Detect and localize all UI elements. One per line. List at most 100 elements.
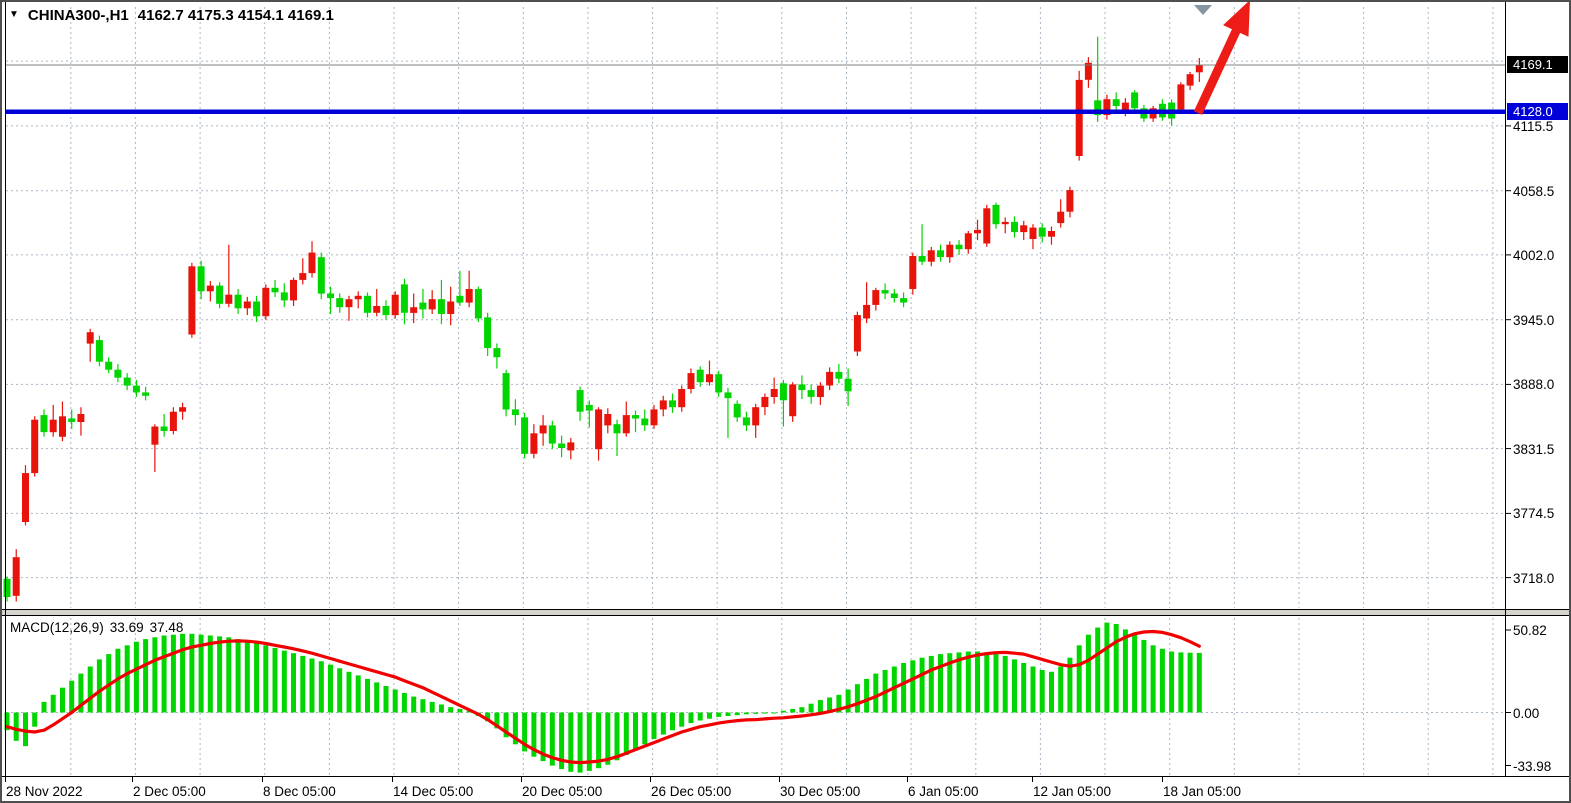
- chart-shift-marker-icon[interactable]: [1194, 5, 1212, 15]
- macd-histogram-bar: [938, 654, 943, 713]
- price-axis-label: 4002.0: [1513, 248, 1555, 263]
- macd-histogram-bar: [60, 687, 65, 713]
- macd-histogram-bar: [124, 645, 130, 713]
- candle: [761, 393, 769, 416]
- macd-histogram-bar: [1159, 648, 1165, 713]
- candle: [567, 437, 575, 460]
- macd-histogram-bar: [623, 712, 629, 755]
- macd-histogram-bar: [365, 678, 370, 713]
- candle: [123, 373, 131, 391]
- pane-separator[interactable]: [2, 609, 1571, 616]
- macd-histogram-bar: [96, 659, 102, 713]
- macd-histogram-bar: [198, 634, 204, 713]
- macd-histogram-bar: [817, 700, 823, 713]
- candle: [983, 204, 991, 247]
- macd-histogram-bar: [485, 712, 491, 722]
- candle: [770, 377, 778, 404]
- macd-histogram-bar: [170, 634, 176, 713]
- candle: [1001, 217, 1009, 234]
- candle: [3, 576, 11, 602]
- macd-histogram-bar: [420, 699, 426, 713]
- support-level-badge[interactable]: 4128.0: [1507, 103, 1568, 120]
- candle: [1177, 82, 1185, 114]
- macd-histogram-bar: [189, 633, 195, 713]
- trend-arrow-annotation[interactable]: [1193, 2, 1250, 115]
- candle: [927, 246, 935, 267]
- candle: [40, 409, 48, 437]
- macd-histogram-bar: [531, 712, 537, 757]
- macd-histogram-bar: [1002, 655, 1008, 713]
- macd-histogram-bar: [1085, 634, 1091, 713]
- macd-histogram-bar: [69, 680, 75, 713]
- candle: [68, 409, 76, 429]
- candle: [484, 312, 492, 356]
- current-price-badge: 4169.1: [1507, 56, 1568, 73]
- macd-histogram-bar: [494, 712, 500, 729]
- candle: [151, 424, 159, 472]
- symbol-timeframe-label: CHINA300-,H1: [27, 7, 129, 24]
- price-axis-label: 4058.5: [1513, 184, 1555, 199]
- candle: [262, 284, 270, 320]
- macd-histogram-bar: [679, 712, 685, 727]
- macd-histogram-bar: [993, 654, 999, 713]
- macd-histogram-bar: [780, 710, 786, 713]
- candle: [622, 401, 630, 437]
- candle: [955, 240, 963, 255]
- macd-histogram-bar: [559, 712, 565, 770]
- macd-histogram-bar: [568, 712, 574, 772]
- candle: [373, 289, 381, 317]
- symbol-dropdown-icon[interactable]: ▼: [9, 9, 19, 20]
- macd-histogram-bar: [457, 709, 463, 713]
- candle: [604, 408, 612, 434]
- candle: [946, 241, 954, 263]
- macd-histogram-bar: [660, 712, 666, 735]
- candle: [1066, 186, 1074, 218]
- macd-histogram-bar: [87, 666, 93, 713]
- candle: [789, 382, 797, 422]
- macd-histogram-bar: [235, 639, 241, 713]
- macd-axis-label: 0.00: [1513, 705, 1540, 721]
- candle: [1011, 216, 1018, 238]
- macd-histogram-bar: [799, 707, 805, 713]
- candle: [1195, 58, 1203, 82]
- macd-histogram-bar: [309, 658, 315, 713]
- candle: [863, 282, 871, 324]
- macd-histogram-bar: [1076, 645, 1082, 713]
- macd-histogram-bar: [1039, 670, 1045, 713]
- candle: [511, 399, 519, 426]
- candle: [659, 395, 667, 417]
- candle: [179, 402, 187, 420]
- macd-histogram-bar: [688, 712, 694, 724]
- macd-histogram-bar: [790, 709, 796, 713]
- date-axis-label: 2 Dec 05:00: [133, 784, 206, 799]
- chart-info-bar: ▼ CHINA300-,H1 4162.7 4175.3 4154.1 4169…: [9, 7, 334, 24]
- candle: [918, 224, 926, 266]
- candle: [687, 368, 695, 394]
- macd-histogram-bar: [41, 701, 47, 713]
- ohlc-values: 4162.7 4175.3 4154.1 4169.1: [137, 7, 334, 24]
- macd-histogram-bar: [910, 660, 916, 713]
- macd-indicator-label: MACD(12,26,9) 33.69 37.48: [10, 620, 183, 635]
- candle: [290, 277, 297, 306]
- macd-histogram-bar: [762, 712, 768, 714]
- candle: [31, 416, 39, 477]
- candle: [1048, 226, 1055, 245]
- macd-histogram-bar: [1058, 666, 1064, 713]
- macd-histogram-bar: [1095, 627, 1101, 713]
- macd-histogram-bar: [975, 651, 980, 713]
- macd-histogram-bar: [540, 712, 546, 762]
- date-axis-label: 14 Dec 05:00: [393, 784, 474, 799]
- candle: [724, 387, 732, 438]
- macd-histogram-bar: [1178, 652, 1184, 713]
- candle: [548, 420, 556, 450]
- candle: [650, 404, 658, 429]
- macd-histogram-bar: [577, 712, 583, 773]
- macd-histogram-bar: [466, 710, 472, 713]
- price-axis-label: 3888.0: [1513, 377, 1555, 392]
- candle: [992, 202, 1000, 229]
- macd-histogram-bar: [374, 682, 380, 713]
- candle: [1038, 223, 1046, 243]
- candle: [669, 393, 676, 413]
- candle: [1103, 94, 1111, 120]
